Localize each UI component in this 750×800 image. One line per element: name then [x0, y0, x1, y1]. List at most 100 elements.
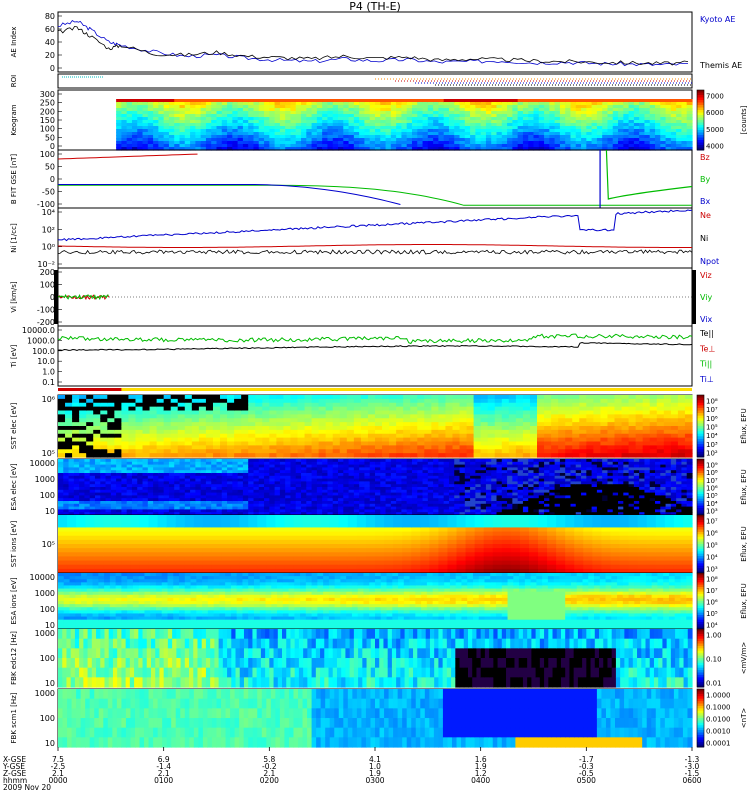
- heatmap-cell: [338, 484, 344, 488]
- heatmap-cell: [396, 459, 403, 463]
- heatmap-cell: [343, 492, 350, 496]
- heatmap-cell: [473, 426, 482, 431]
- heatmap-cell: [639, 135, 646, 139]
- keogram-colorbar-segment: [697, 110, 704, 113]
- heatmap-cell: [529, 429, 538, 435]
- heatmap-cell: [79, 402, 87, 408]
- heatmap-cell: [332, 114, 339, 118]
- heatmap-cell: [656, 402, 665, 408]
- heatmap-cell: [644, 120, 651, 124]
- heatmap-cell: [452, 418, 461, 423]
- heatmap-cell: [614, 414, 623, 419]
- heatmap-cell: [163, 129, 170, 133]
- heatmap-cell: [128, 453, 137, 458]
- heatmap-cell: [248, 132, 255, 136]
- heatmap-cell: [642, 433, 651, 439]
- heatmap-cell: [559, 117, 566, 121]
- heatmap-cell: [575, 138, 582, 142]
- esa-e-y-tick: 10: [45, 507, 55, 516]
- heatmap-cell: [285, 135, 292, 139]
- heatmap-cell: [593, 453, 602, 458]
- heatmap-cell: [234, 414, 242, 419]
- heatmap-cell: [184, 449, 193, 454]
- density-legend-2: Npot: [700, 257, 719, 266]
- heatmap-cell: [190, 481, 196, 485]
- heatmap-cell: [107, 449, 115, 454]
- keogram-colorbar-segment: [697, 115, 704, 118]
- heatmap-cell: [396, 99, 403, 103]
- heatmap-cell: [311, 449, 320, 454]
- heatmap-cell: [110, 464, 117, 468]
- heatmap-cell: [596, 108, 603, 112]
- heatmap-cell: [216, 108, 223, 112]
- heatmap-cell: [311, 426, 320, 431]
- heatmap-cell: [537, 426, 545, 431]
- heatmap-cell: [403, 402, 411, 408]
- heatmap-cell: [195, 108, 202, 112]
- heatmap-cell: [364, 492, 371, 496]
- heatmap-cell: [623, 135, 630, 139]
- heatmap-cell: [258, 108, 265, 112]
- heatmap-cell: [290, 489, 297, 494]
- heatmap-cell: [346, 449, 355, 454]
- esa-e-colorbar-segment: [697, 494, 704, 497]
- heatmap-cell: [110, 487, 117, 491]
- heatmap-cell: [137, 129, 144, 133]
- heatmap-cell: [311, 503, 318, 508]
- heatmap-cell: [507, 132, 513, 136]
- heatmap-cell: [269, 105, 276, 109]
- heatmap-cell: [348, 132, 355, 136]
- heatmap-cell: [290, 111, 297, 115]
- heatmap-cell: [433, 141, 439, 145]
- heatmap-cell: [396, 481, 403, 485]
- heatmap-cell: [579, 418, 587, 423]
- heatmap-cell: [537, 433, 545, 439]
- heatmap-cell: [264, 481, 270, 485]
- heatmap-cell: [644, 99, 651, 103]
- heatmap-cell: [496, 138, 503, 142]
- heatmap-cell: [174, 138, 181, 142]
- heatmap-cell: [221, 132, 228, 136]
- heatmap-cell: [121, 141, 128, 145]
- heatmap-cell: [470, 117, 476, 121]
- heatmap-cell: [581, 102, 587, 106]
- heatmap-cell: [163, 398, 172, 404]
- heatmap-cell: [382, 402, 390, 408]
- heatmap-cell: [570, 108, 577, 112]
- heatmap-cell: [411, 475, 418, 480]
- heatmap-cell: [684, 441, 693, 446]
- heatmap-cell: [533, 123, 540, 127]
- heatmap-cell: [369, 506, 376, 510]
- heatmap-cell: [253, 144, 260, 148]
- heatmap-cell: [544, 135, 550, 139]
- heatmap-cell: [385, 126, 392, 130]
- heatmap-cell: [58, 506, 64, 510]
- heatmap-cell: [353, 481, 360, 485]
- heatmap-cell: [359, 459, 366, 463]
- heatmap-cell: [147, 135, 154, 139]
- heatmap-cell: [283, 449, 292, 454]
- heatmap-cell: [343, 461, 350, 466]
- heatmap-cell: [353, 498, 360, 502]
- heatmap-cell: [663, 426, 672, 431]
- heatmap-cell: [184, 395, 193, 400]
- heatmap-cell: [269, 484, 276, 488]
- heatmap-cell: [417, 141, 424, 145]
- heatmap-cell: [258, 464, 265, 468]
- heatmap-cell: [417, 402, 425, 408]
- heatmap-cell: [593, 402, 602, 408]
- heatmap-cell: [338, 99, 344, 103]
- heatmap-cell: [660, 105, 667, 109]
- heatmap-cell: [537, 453, 545, 458]
- heatmap-cell: [279, 99, 286, 103]
- heatmap-cell: [269, 123, 276, 127]
- heatmap-cell: [153, 487, 159, 491]
- heatmap-cell: [424, 426, 432, 431]
- heatmap-cell: [612, 135, 619, 139]
- heatmap-cell: [639, 141, 646, 145]
- heatmap-cell: [607, 99, 614, 103]
- heatmap-cell: [269, 461, 276, 466]
- heatmap-cell: [318, 426, 327, 431]
- heatmap-cell: [216, 503, 223, 508]
- heatmap-cell: [190, 132, 196, 136]
